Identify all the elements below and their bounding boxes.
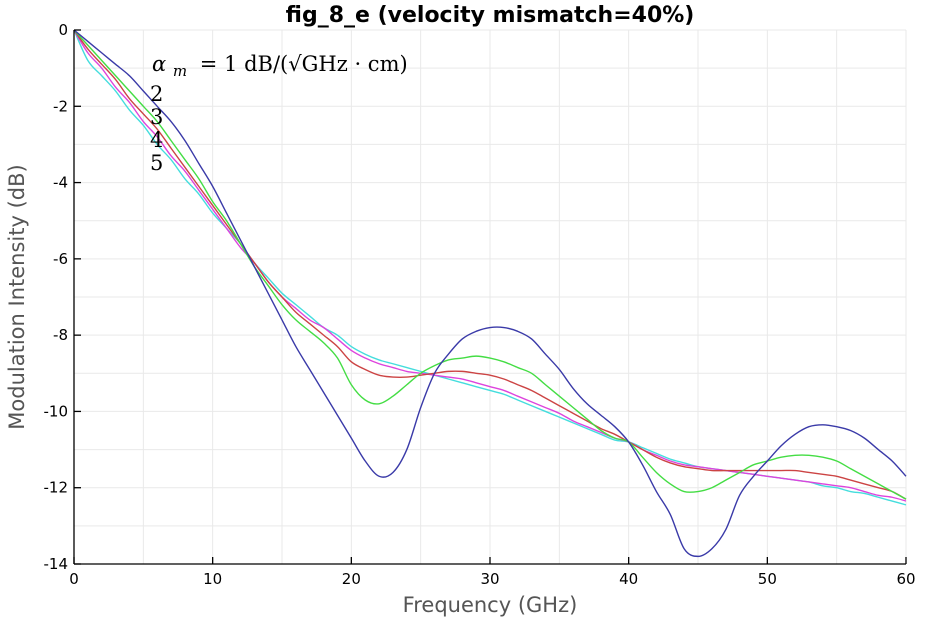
alpha-subscript: m bbox=[173, 62, 187, 80]
x-tick-label: 60 bbox=[896, 570, 915, 588]
x-ticks: 0 10 20 30 40 50 60 bbox=[69, 557, 916, 588]
series-line-1 bbox=[73, 29, 907, 558]
alpha-symbol: α bbox=[152, 52, 166, 76]
alpha-annotation: α m = 1 dB/(√GHz · cm) bbox=[152, 52, 408, 81]
y-axis-label: Modulation Intensity (dB) bbox=[5, 164, 29, 429]
y-ticks: 0 -2 -4 -6 -8 -10 -12 -14 bbox=[44, 21, 81, 573]
svg-text:α m = 1 dB/(√GHz ·: α m = 1 dB/(√GHz · cm) bbox=[152, 52, 408, 81]
chart-title: fig_8_e (velocity mismatch=40%) bbox=[286, 3, 695, 28]
curve-label-2: 2 bbox=[150, 82, 163, 106]
y-tick-label: -10 bbox=[44, 402, 69, 420]
x-tick-label: 20 bbox=[342, 570, 361, 588]
y-tick-label: -12 bbox=[44, 479, 69, 497]
x-tick-label: 50 bbox=[758, 570, 777, 588]
x-axis-label: Frequency (GHz) bbox=[403, 593, 578, 617]
y-tick-label: -8 bbox=[53, 326, 68, 344]
grid bbox=[73, 29, 907, 565]
curve-label-4: 4 bbox=[150, 128, 163, 152]
y-tick-label: -2 bbox=[53, 97, 68, 115]
series-line-3 bbox=[73, 29, 907, 500]
y-tick-label: -14 bbox=[44, 555, 69, 573]
series-line-4 bbox=[73, 29, 907, 502]
y-tick-label: -6 bbox=[53, 250, 68, 268]
x-tick-label: 40 bbox=[619, 570, 638, 588]
x-tick-label: 30 bbox=[480, 570, 499, 588]
y-tick-label: -4 bbox=[53, 174, 68, 192]
series-lines bbox=[73, 29, 907, 558]
curve-label-3: 3 bbox=[150, 105, 163, 129]
y-tick-label: 0 bbox=[58, 21, 68, 39]
x-tick-label: 0 bbox=[69, 570, 79, 588]
x-tick-label: 10 bbox=[203, 570, 222, 588]
alpha-value: = 1 dB/(√GHz · cm) bbox=[200, 52, 408, 76]
curve-label-5: 5 bbox=[150, 151, 163, 175]
